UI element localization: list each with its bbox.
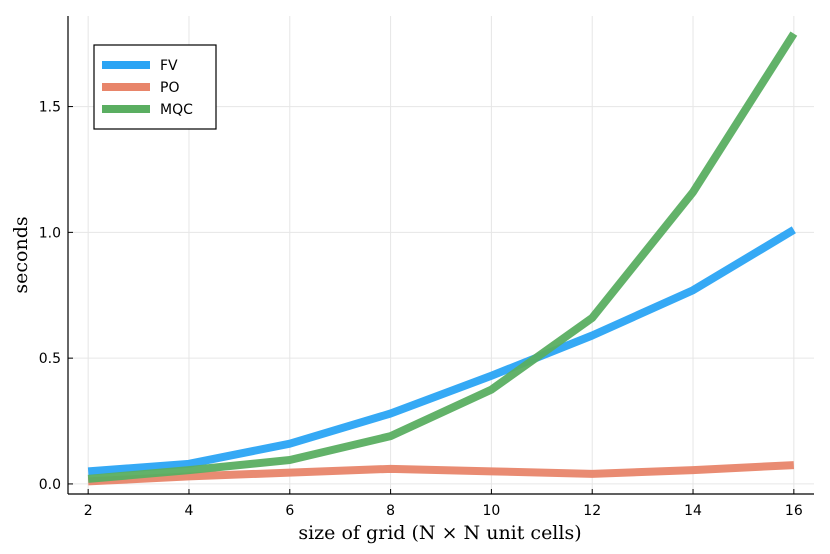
series-line-fv xyxy=(87,226,796,476)
y-tick-label: 0.0 xyxy=(39,477,61,493)
legend-label-po: PO xyxy=(160,80,179,96)
x-tick-label: 8 xyxy=(386,503,395,519)
x-tick-label: 12 xyxy=(583,503,601,519)
x-tick-label: 2 xyxy=(84,503,93,519)
y-tick-label: 0.5 xyxy=(39,351,61,367)
y-axis-label: seconds xyxy=(10,216,32,293)
x-tick-label: 6 xyxy=(285,503,294,519)
y-tick-label: 1.0 xyxy=(39,225,61,241)
series-line-mqc xyxy=(87,31,798,483)
x-tick-label: 14 xyxy=(684,503,702,519)
ticks: 2 4 6 8 10 12 14 16 0.0 0.5 1.0 1.5 xyxy=(39,100,803,519)
x-tick-label: 10 xyxy=(482,503,500,519)
x-tick-label: 16 xyxy=(785,503,803,519)
series-line-po xyxy=(87,461,795,486)
legend-label-mqc: MQC xyxy=(160,102,193,118)
axes xyxy=(67,16,814,495)
legend: FV PO MQC xyxy=(93,44,217,130)
series-layer xyxy=(87,31,798,486)
legend-label-fv: FV xyxy=(160,58,178,74)
x-axis-label: size of grid (N × N unit cells) xyxy=(298,522,581,544)
y-tick-label: 1.5 xyxy=(39,100,61,116)
x-tick-label: 4 xyxy=(185,503,194,519)
